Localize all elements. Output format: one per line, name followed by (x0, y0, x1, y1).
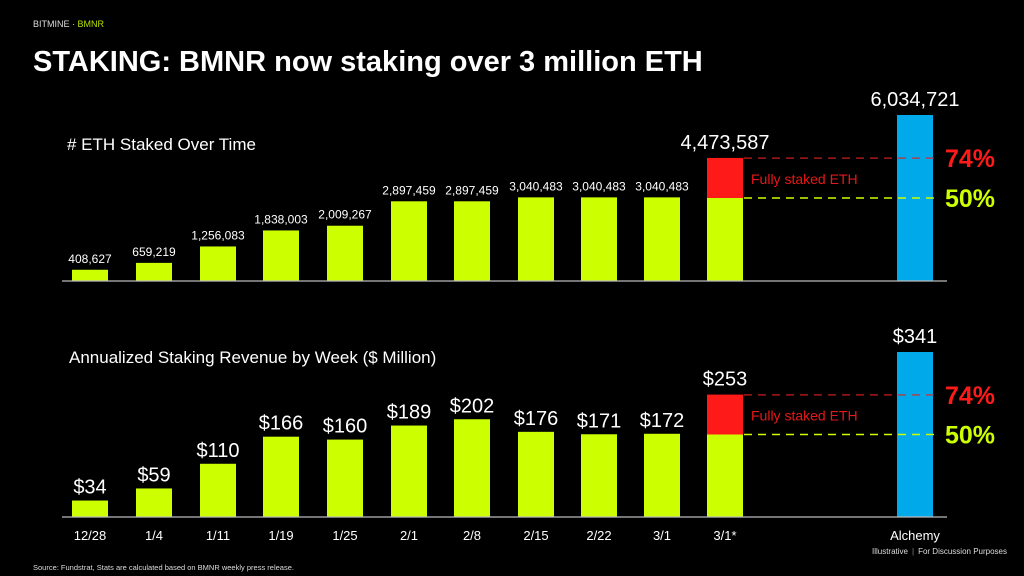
fully-staked-annotation: Fully staked ETH (751, 408, 858, 424)
x-tick-label: 12/28 (74, 528, 107, 543)
x-tick-label: 2/15 (523, 528, 548, 543)
x-tick-label: 3/1 (653, 528, 671, 543)
data-label: $172 (640, 410, 685, 432)
bar (581, 434, 617, 517)
bar (136, 262, 172, 281)
x-tick-label: 2/22 (586, 528, 611, 543)
data-label: $176 (514, 408, 559, 430)
data-label: 3,040,483 (635, 179, 689, 193)
data-label: 3,040,483 (509, 179, 563, 193)
bar (200, 246, 236, 281)
bar-projected-base (707, 198, 743, 281)
bar (581, 197, 617, 281)
reference-label-50: 50% (945, 422, 995, 450)
bar (72, 269, 108, 281)
bar-projected-increment (707, 157, 743, 198)
data-label: $34 (73, 477, 106, 499)
x-tick-label: Alchemy (890, 528, 940, 543)
x-tick-label: 1/19 (268, 528, 293, 543)
data-label: 3,040,483 (572, 179, 626, 193)
bar (327, 439, 363, 517)
data-label: $189 (387, 402, 432, 424)
reference-label-50: 50% (945, 185, 995, 213)
reference-label-74: 74% (945, 145, 995, 173)
bar (72, 500, 108, 517)
brand-label: BITMINE · BMNR (33, 19, 105, 29)
bar (263, 230, 299, 281)
revenue-chart: $34 $59 $110 $166 $160 $189 $202 $176 $171 $172 $2… (62, 326, 995, 518)
x-axis-labels: 12/28 1/4 1/11 1/19 1/25 2/1 2/8 2/15 2/22 3/1 3/1… (74, 528, 941, 543)
data-label: 659,219 (132, 245, 176, 259)
data-label: $160 (323, 416, 368, 438)
data-label: 2,897,459 (445, 183, 499, 197)
data-label: 6,034,721 (871, 89, 960, 111)
illustrative-note: Illustrative | For Discussion Purposes (872, 547, 1007, 556)
data-label: 4,473,587 (681, 132, 770, 154)
data-label: 2,009,267 (318, 208, 372, 222)
data-label: $110 (196, 440, 239, 462)
bar (454, 419, 490, 517)
bar (644, 433, 680, 517)
bar (391, 425, 427, 517)
bar-projected-increment (707, 394, 743, 435)
bar (327, 225, 363, 281)
eth-staked-chart: 408,627 659,219 1,256,083 1,838,003 2,009,26… (62, 89, 995, 282)
bar (644, 197, 680, 281)
data-label: $202 (450, 395, 495, 417)
data-label: $166 (259, 413, 304, 435)
chart-title-revenue: Annualized Staking Revenue by Week ($ Mi… (69, 348, 436, 367)
data-label: $59 (137, 464, 170, 486)
chart-title-staked: # ETH Staked Over Time (67, 135, 256, 154)
data-label: 408,627 (68, 252, 112, 266)
data-label: 2,897,459 (382, 183, 436, 197)
bar (518, 197, 554, 281)
bar (200, 463, 236, 517)
data-label: $171 (577, 410, 622, 432)
x-tick-label: 3/1* (713, 528, 736, 543)
bar (263, 436, 299, 517)
bar (391, 201, 427, 281)
x-tick-label: 1/25 (332, 528, 357, 543)
x-tick-label: 2/1 (400, 528, 418, 543)
bar (518, 431, 554, 517)
x-tick-label: 1/11 (206, 528, 230, 543)
data-label: $341 (893, 326, 938, 348)
page-title: STAKING: BMNR now staking over 3 million… (33, 46, 703, 78)
x-tick-label: 2/8 (463, 528, 481, 543)
reference-label-74: 74% (945, 382, 995, 410)
bar-projected-base (707, 434, 743, 517)
x-tick-label: 1/4 (145, 528, 163, 543)
bar (454, 201, 490, 281)
source-note: Source: Fundstrat, Stats are calculated … (33, 563, 294, 572)
data-label: $253 (703, 369, 748, 391)
data-label: 1,838,003 (254, 212, 308, 226)
bar (136, 488, 172, 517)
fully-staked-annotation: Fully staked ETH (751, 171, 858, 187)
data-label: 1,256,083 (191, 228, 245, 242)
